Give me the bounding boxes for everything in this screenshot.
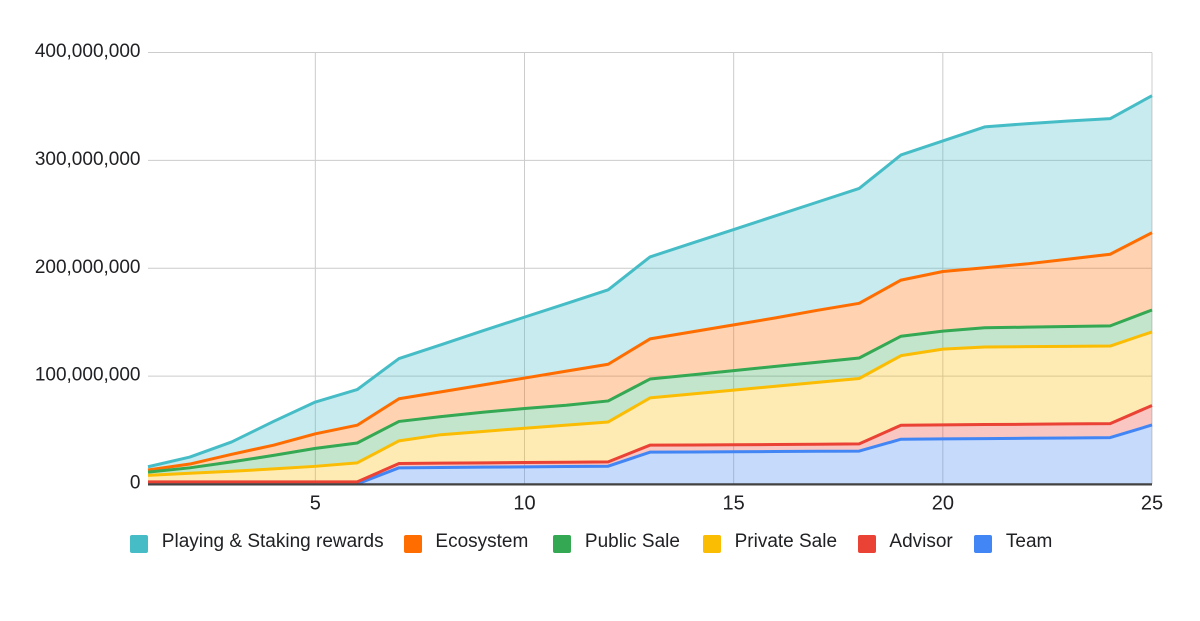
svg-text:20: 20 bbox=[932, 493, 954, 515]
svg-text:300,000,000: 300,000,000 bbox=[35, 149, 141, 170]
svg-text:400,000,000: 400,000,000 bbox=[35, 41, 141, 62]
svg-text:25: 25 bbox=[1141, 493, 1163, 515]
svg-text:15: 15 bbox=[723, 493, 745, 515]
svg-text:0: 0 bbox=[130, 473, 141, 494]
svg-text:200,000,000: 200,000,000 bbox=[35, 257, 141, 278]
svg-text:10: 10 bbox=[513, 493, 535, 515]
svg-text:5: 5 bbox=[310, 493, 321, 515]
svg-text:100,000,000: 100,000,000 bbox=[35, 365, 141, 386]
